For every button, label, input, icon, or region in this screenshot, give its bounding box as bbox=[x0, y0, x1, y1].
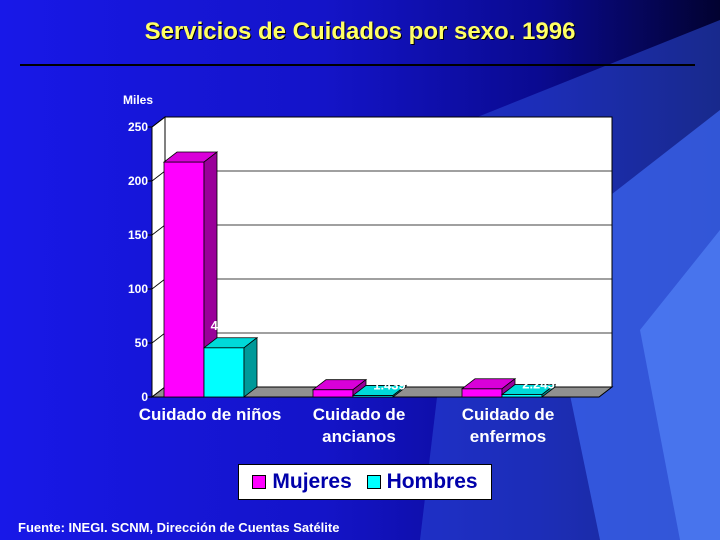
category-label-2: Cuidado de bbox=[462, 405, 555, 424]
bar-mujeres-1 bbox=[312, 389, 354, 398]
y-tick-label: 0 bbox=[141, 390, 148, 404]
y-tick-label: 50 bbox=[135, 336, 149, 350]
gridline-side bbox=[151, 332, 166, 344]
slide-title: Servicios de Cuidados por sexo. 1996 bbox=[144, 18, 576, 45]
y-tick-label: 200 bbox=[128, 174, 148, 188]
gridline-side bbox=[151, 170, 166, 182]
bar-side-hombres-1 bbox=[392, 384, 407, 398]
legend-label-hombres: Hombres bbox=[386, 470, 478, 493]
data-label-hombres-2: 2.245 bbox=[522, 377, 555, 392]
data-label-mujeres-1: 6.778 bbox=[323, 360, 356, 375]
y-tick-label: 150 bbox=[128, 228, 148, 242]
bar-side-hombres-0 bbox=[243, 336, 258, 398]
chart-legend: Mujeres Hombres bbox=[238, 464, 492, 500]
gridline-side bbox=[151, 278, 166, 290]
legend-item-mujeres: Mujeres bbox=[252, 470, 352, 494]
y-tick-label: 100 bbox=[128, 282, 148, 296]
bar-side-hombres-2 bbox=[541, 383, 556, 398]
bar-hombres-0 bbox=[203, 347, 245, 398]
plot-side-wall bbox=[151, 115, 166, 399]
legend-label-mujeres: Mujeres bbox=[272, 470, 352, 493]
gridline-side bbox=[151, 224, 166, 236]
y-axis-label: Miles bbox=[123, 93, 153, 107]
y-tick-label: 250 bbox=[128, 120, 148, 134]
category-label-2: enfermos bbox=[470, 427, 547, 446]
category-label-1: Cuidado de bbox=[313, 405, 406, 424]
data-label-hombres-0: 45.597 bbox=[211, 318, 251, 333]
bar-mujeres-2 bbox=[461, 388, 503, 398]
data-label-hombres-1: 1.439 bbox=[373, 377, 406, 392]
category-label-0: Cuidado de niños bbox=[139, 405, 282, 424]
gridline-side bbox=[151, 116, 166, 128]
data-label-mujeres-0: 217.571 bbox=[167, 132, 214, 147]
bar-mujeres-0 bbox=[163, 161, 205, 398]
title-divider bbox=[20, 64, 695, 66]
category-label-1: ancianos bbox=[322, 427, 396, 446]
legend-item-hombres: Hombres bbox=[366, 470, 478, 494]
legend-swatch-mujeres bbox=[252, 475, 267, 489]
data-label-mujeres-2: 7.62 bbox=[476, 359, 501, 374]
source-note: Fuente: INEGI. SCNM, Dirección de Cuenta… bbox=[18, 520, 340, 535]
legend-swatch-hombres bbox=[366, 475, 381, 489]
